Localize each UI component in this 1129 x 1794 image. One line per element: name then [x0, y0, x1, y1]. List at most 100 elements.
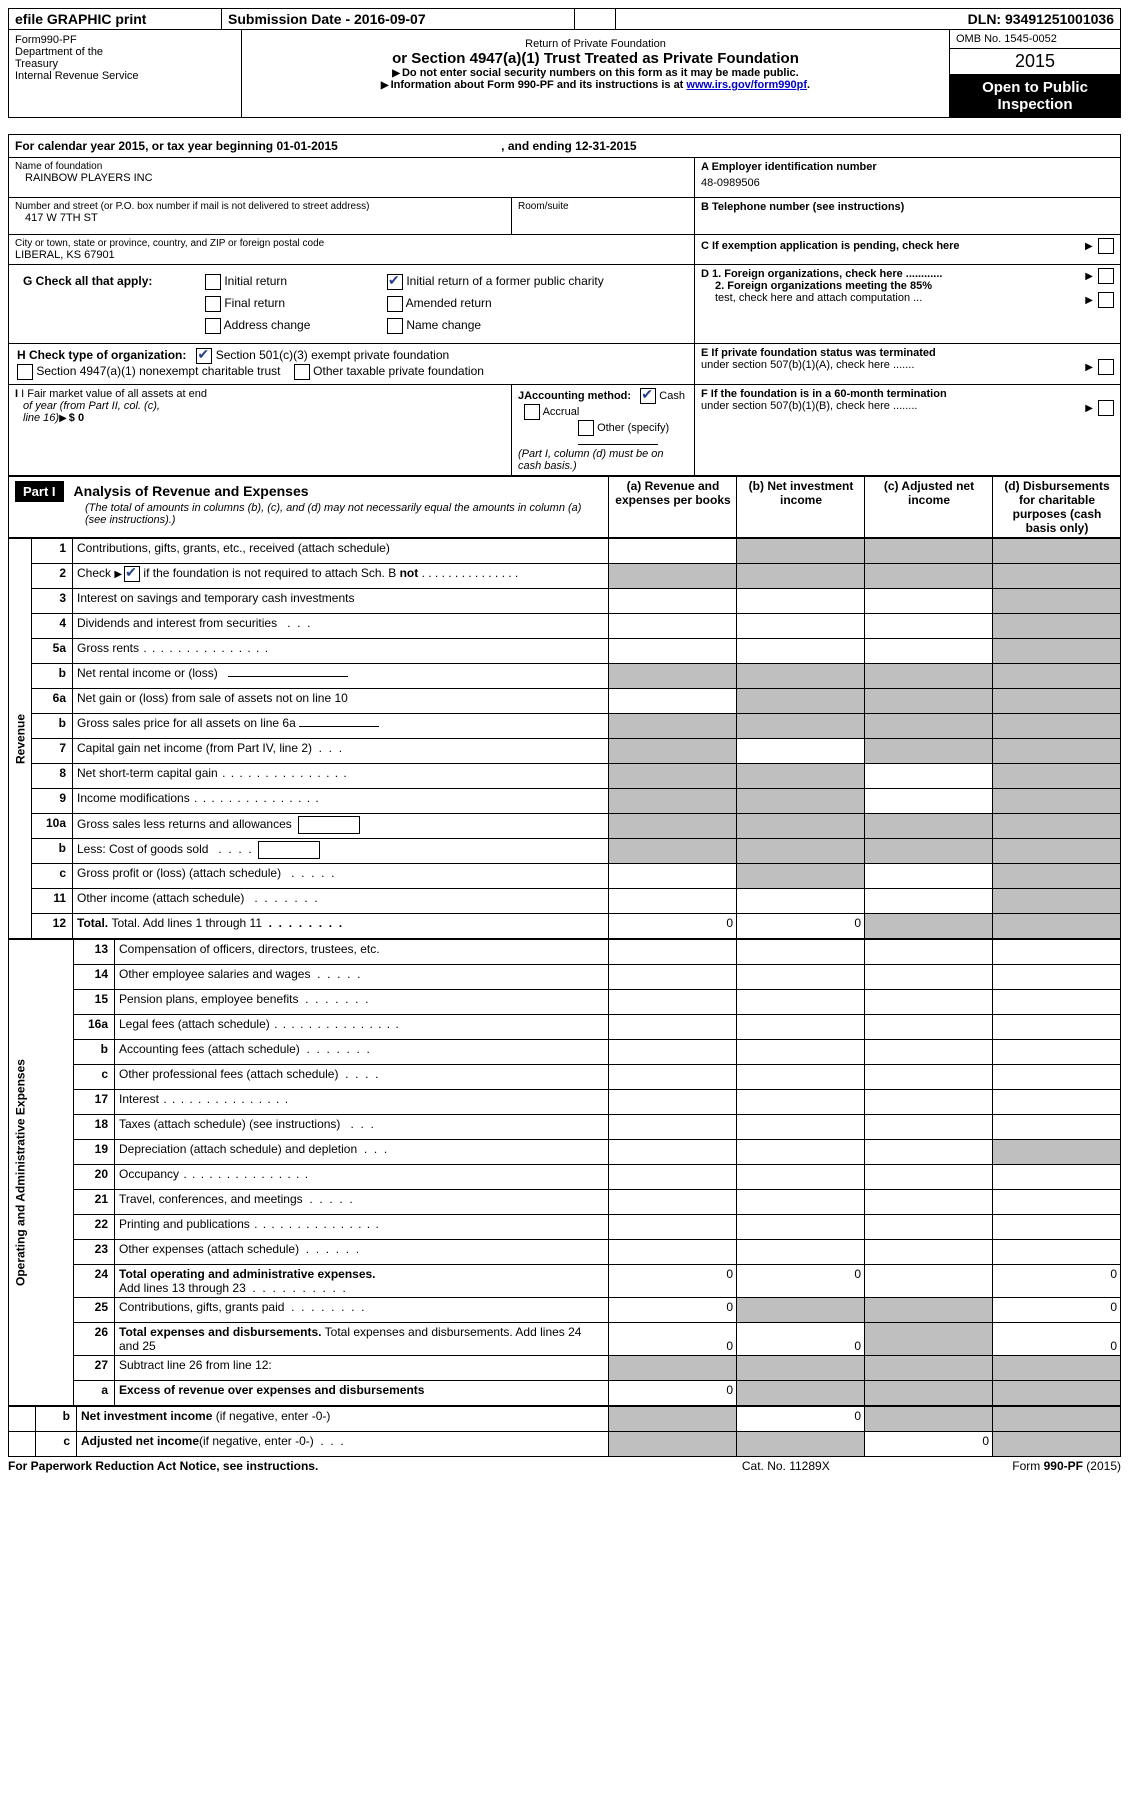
row-1: Contributions, gifts, grants, etc., rece… [73, 539, 609, 564]
d2-checkbox[interactable] [1098, 292, 1114, 308]
footer: For Paperwork Reduction Act Notice, see … [8, 1459, 1121, 1473]
j-other[interactable] [578, 420, 594, 436]
j-o1: Cash [659, 390, 685, 402]
e-checkbox[interactable] [1098, 359, 1114, 375]
street-value: 417 W 7TH ST [15, 212, 505, 224]
j-o2: Accrual [543, 406, 580, 418]
row-9: Income modifications [73, 789, 609, 814]
row-15: Pension plans, employee benefits . . . .… [115, 990, 609, 1015]
row-27: Subtract line 26 from line 12: [115, 1356, 609, 1381]
v12b: 0 [737, 914, 865, 939]
h-4947[interactable] [17, 364, 33, 380]
part1-title: Analysis of Revenue and Expenses [74, 483, 309, 499]
row-26: Total expenses and disbursements. Total … [115, 1323, 609, 1356]
name-label: Name of foundation [15, 161, 688, 172]
v26a: 0 [609, 1323, 737, 1356]
row-13: Compensation of officers, directors, tru… [115, 940, 609, 965]
col-a: (a) Revenue and expenses per books [609, 477, 737, 538]
row-2: Check if the foundation is not required … [73, 564, 609, 589]
dln: DLN: 93491251001036 [616, 9, 1121, 30]
c-checkbox[interactable] [1098, 238, 1114, 254]
expenses-label: Operating and Administrative Expenses [9, 940, 74, 1406]
row-12: Total. Total. Add lines 1 through 11 . .… [73, 914, 609, 939]
h-501c3[interactable] [196, 348, 212, 364]
row-21: Travel, conferences, and meetings . . . … [115, 1190, 609, 1215]
row-24: Total operating and administrative expen… [115, 1265, 609, 1298]
j-note: (Part I, column (d) must be on cash basi… [518, 448, 688, 472]
j-accrual[interactable] [524, 404, 540, 420]
street-label: Number and street (or P.O. box number if… [15, 201, 505, 212]
row-17: Interest [115, 1090, 609, 1115]
dept-line3: Internal Revenue Service [15, 70, 235, 82]
efile-print[interactable]: efile GRAPHIC print [9, 9, 222, 30]
row-8: Net short-term capital gain [73, 764, 609, 789]
revenue-table: Revenue 1Contributions, gifts, grants, e… [9, 538, 1120, 939]
row-16c: Other professional fees (attach schedule… [115, 1065, 609, 1090]
schb-checkbox[interactable] [124, 566, 140, 582]
row-27c: Adjusted net income(if negative, enter -… [77, 1432, 609, 1457]
g-name-change[interactable] [387, 318, 403, 334]
col-c: (c) Adjusted net income [865, 477, 993, 538]
part1-header: Part I Analysis of Revenue and Expenses … [9, 476, 1120, 538]
row-18: Taxes (attach schedule) (see instruction… [115, 1115, 609, 1140]
v24d: 0 [993, 1265, 1121, 1298]
row-10c: Gross profit or (loss) (attach schedule)… [73, 864, 609, 889]
cal-end: , and ending 12-31-2015 [501, 139, 636, 153]
dept-line1: Department of the [15, 46, 235, 58]
row-16b: Accounting fees (attach schedule) . . . … [115, 1040, 609, 1065]
g-amended[interactable] [387, 296, 403, 312]
room-label: Room/suite [518, 201, 688, 212]
row-20: Occupancy [115, 1165, 609, 1190]
g-initial-return[interactable] [205, 274, 221, 290]
h-label: H Check type of organization: [17, 348, 186, 362]
g-o4: Initial return of a former public charit… [406, 274, 603, 288]
dept-line2: Treasury [15, 58, 235, 70]
row-25: Contributions, gifts, grants paid . . . … [115, 1298, 609, 1323]
part1-label: Part I [15, 481, 64, 502]
row-14: Other employee salaries and wages . . . … [115, 965, 609, 990]
footer-right: Form 990-PF (2015) [882, 1459, 1121, 1473]
e2: under section 507(b)(1)(A), check here .… [701, 359, 914, 371]
h-other-tax[interactable] [294, 364, 310, 380]
form-number: Form990-PF [15, 34, 235, 46]
d1: D 1. Foreign organizations, check here .… [701, 268, 942, 280]
h-o2: Section 4947(a)(1) nonexempt charitable … [36, 364, 280, 378]
g-final-return[interactable] [205, 296, 221, 312]
row-22: Printing and publications [115, 1215, 609, 1240]
expenses-table-end: bNet investment income (if negative, ent… [9, 1406, 1120, 1457]
city-label: City or town, state or province, country… [15, 238, 688, 249]
c-label: C If exemption application is pending, c… [701, 240, 960, 252]
j-o3: Other (specify) [597, 422, 669, 434]
v25a: 0 [609, 1298, 737, 1323]
h-o1: Section 501(c)(3) exempt private foundat… [216, 348, 449, 362]
tax-year: 2015 [950, 49, 1120, 75]
row-4: Dividends and interest from securities .… [73, 614, 609, 639]
g-former-charity[interactable] [387, 274, 403, 290]
v25d: 0 [993, 1298, 1121, 1323]
i-l1: I Fair market value of all assets at end [21, 388, 207, 400]
title-line1: Return of Private Foundation [248, 38, 943, 50]
ein-value: 48-0989506 [701, 177, 1114, 189]
form-header: Form990-PF Department of the Treasury In… [8, 30, 1121, 118]
g-o2: Final return [224, 296, 285, 310]
foundation-name: RAINBOW PLAYERS INC [15, 172, 688, 184]
f-checkbox[interactable] [1098, 400, 1114, 416]
g-o3: Address change [224, 318, 311, 332]
g-label: G Check all that apply: [23, 274, 152, 288]
v27cc: 0 [865, 1432, 993, 1457]
row-11: Other income (attach schedule) . . . . .… [73, 889, 609, 914]
row-6b: Gross sales price for all assets on line… [73, 714, 609, 739]
f2: under section 507(b)(1)(B), check here .… [701, 400, 917, 412]
v27bb: 0 [737, 1407, 865, 1432]
form-link[interactable]: www.irs.gov/form990pf [686, 79, 807, 91]
j-cash[interactable] [640, 388, 656, 404]
d1-checkbox[interactable] [1098, 268, 1114, 284]
g-address-change[interactable] [205, 318, 221, 334]
d2b: test, check here and attach computation … [715, 292, 922, 304]
i-l3: line 16) [23, 412, 59, 424]
footer-left: For Paperwork Reduction Act Notice, see … [8, 1459, 689, 1473]
v26d: 0 [993, 1323, 1121, 1356]
d2a: 2. Foreign organizations meeting the 85% [715, 280, 932, 292]
ein-label: A Employer identification number [701, 161, 1114, 173]
expenses-table: Operating and Administrative Expenses 13… [9, 939, 1120, 1406]
